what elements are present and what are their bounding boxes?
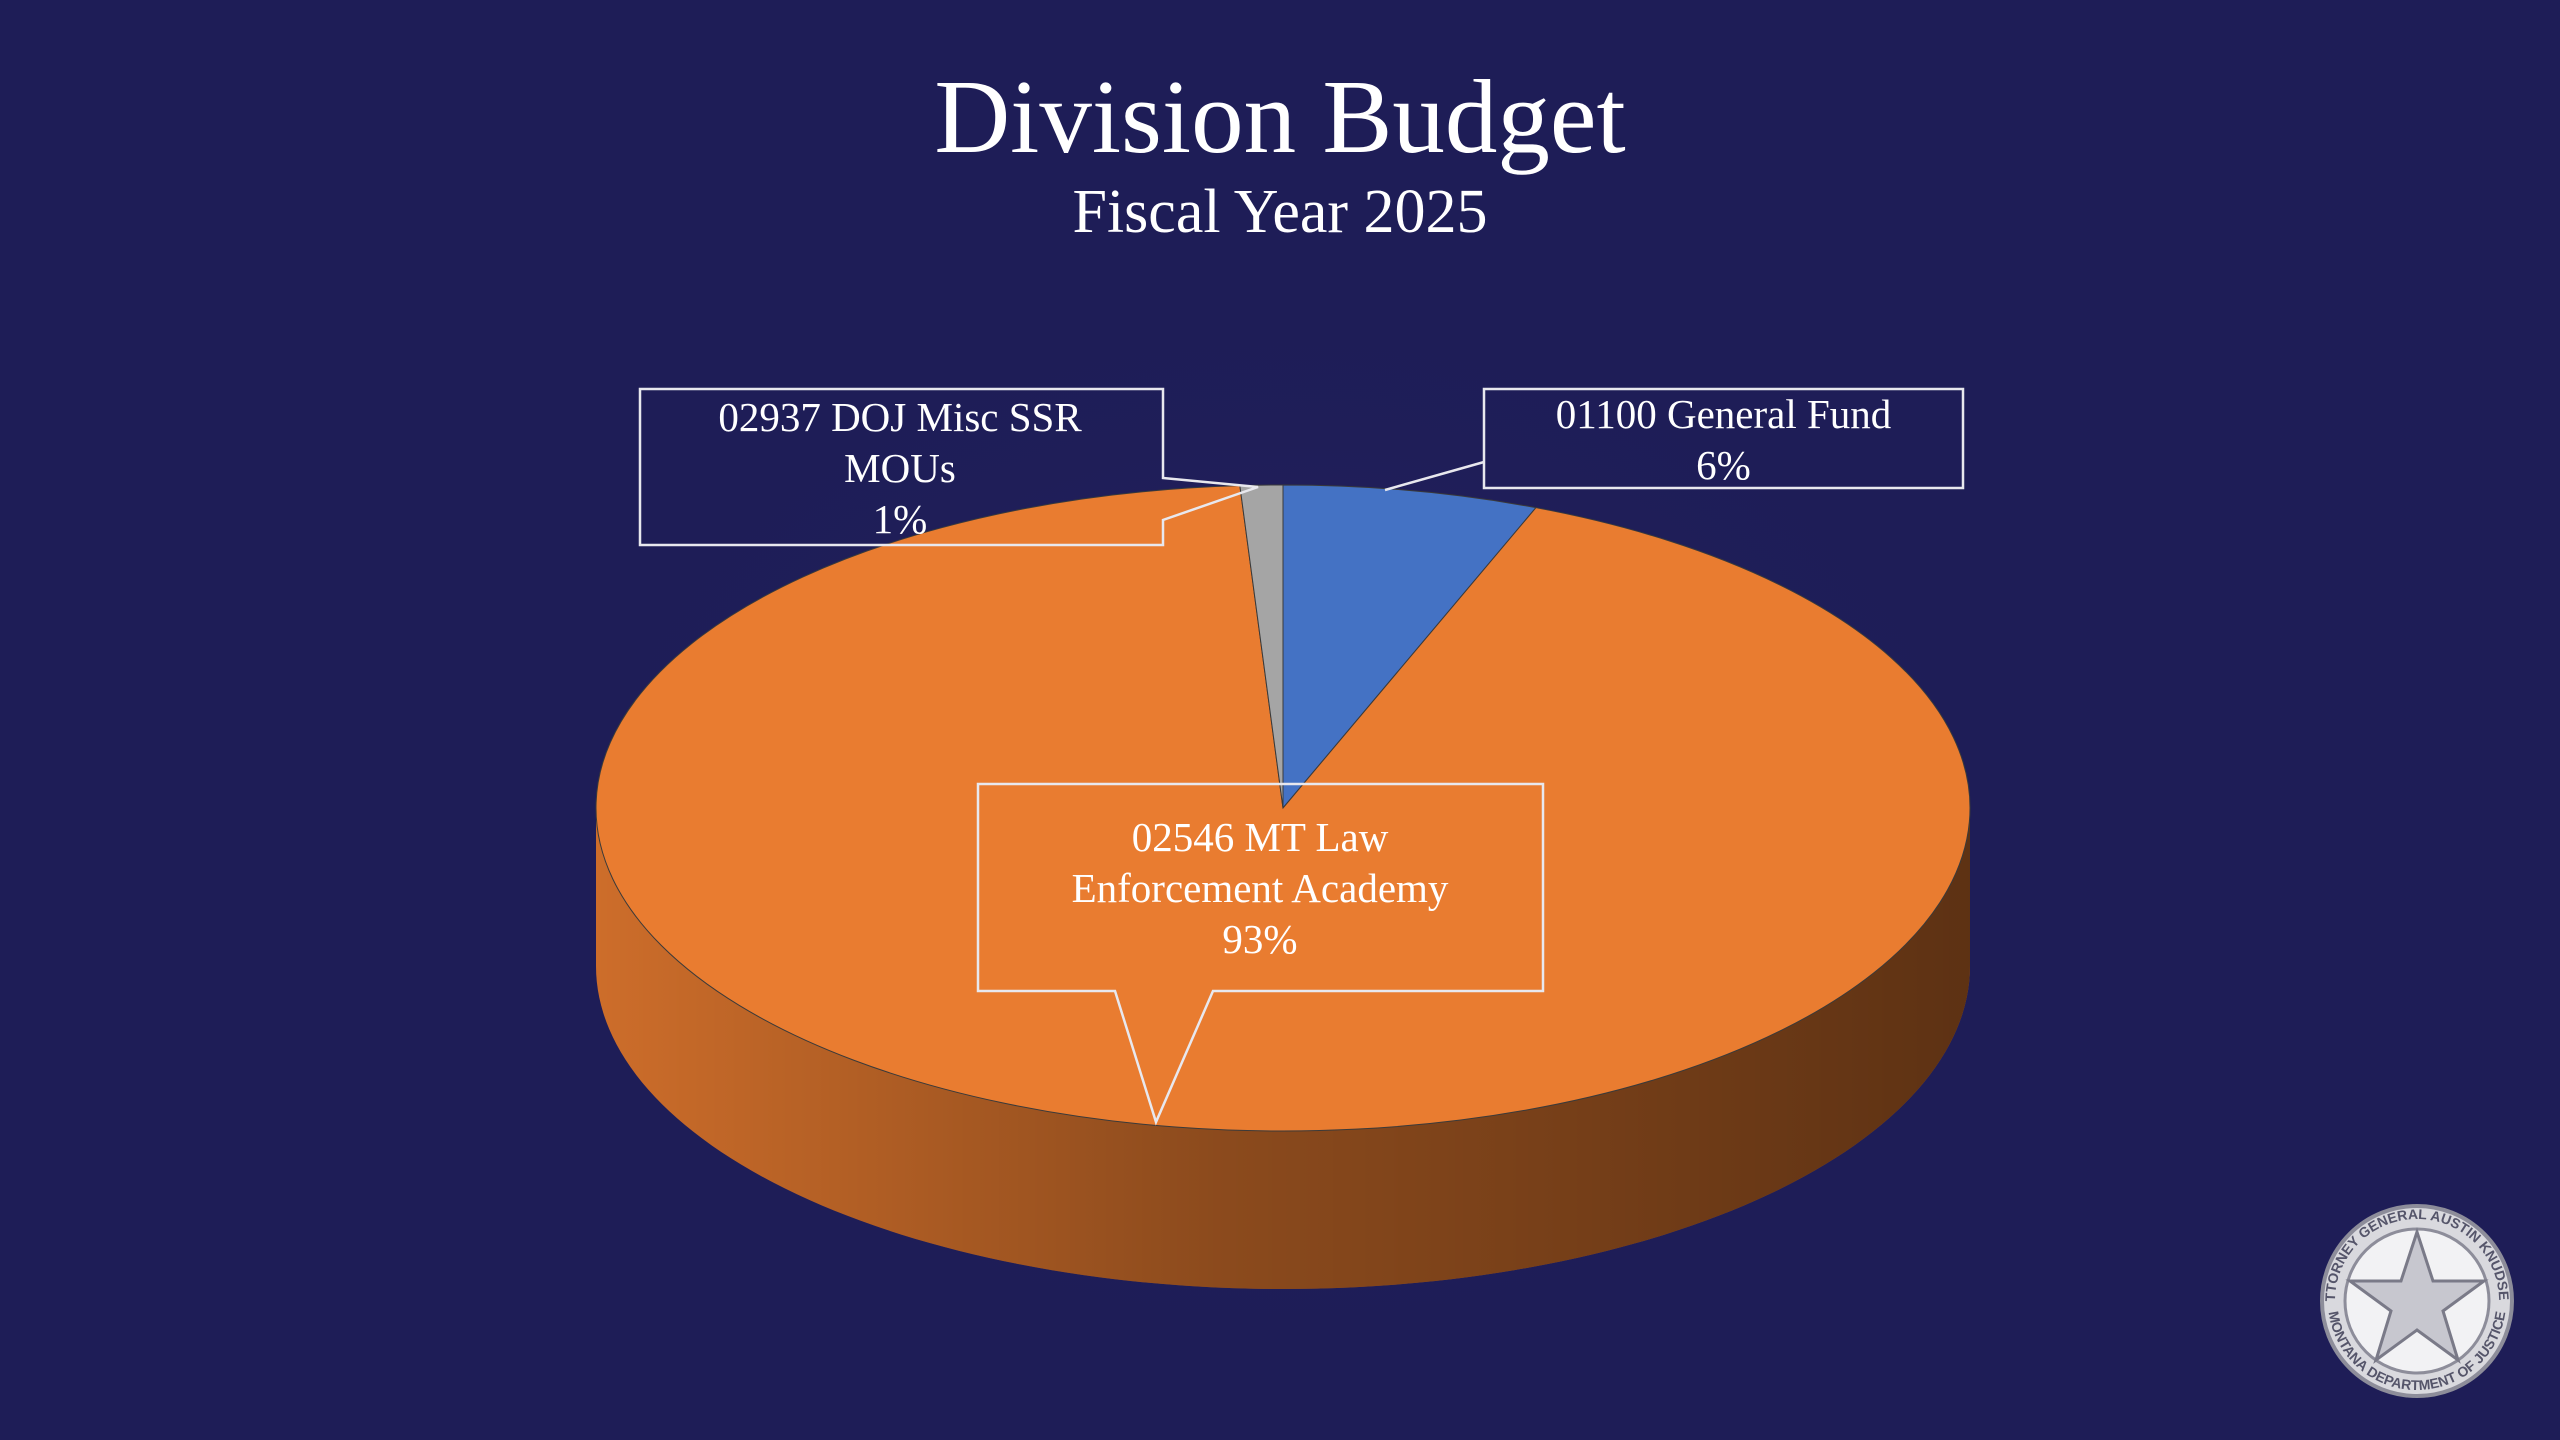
chart-subtitle: Fiscal Year 2025 [1072,178,1487,246]
seal-star [2345,1227,2489,1364]
slice-name: 02937 DOJ Misc SSR MOUs [718,394,1082,491]
data-label: 02937 DOJ Misc SSR MOUs 1% [680,392,1120,545]
chart-title: Division Budget [934,58,1625,175]
callouts [638,387,1965,1126]
callout-box [1482,387,1965,490]
callout-box [638,387,1259,547]
pie [595,484,1971,1289]
slice-value: 6% [1696,442,1751,488]
data-label: 01100 General Fund 6% [1484,389,1963,491]
leader-line [1384,460,1485,492]
slice-value: 1% [872,496,928,542]
slice-name: 02546 MT Law Enforcement Academy [1071,814,1449,911]
side-shade [596,808,1970,1289]
slice [1282,484,1537,810]
data-label: 02546 MT Law Enforcement Academy 93% [1040,812,1480,965]
slice [595,485,1971,1132]
slice-name: 01100 General Fund [1555,391,1892,437]
callout-box [976,782,1545,1126]
slice-value: 93% [1222,916,1298,962]
